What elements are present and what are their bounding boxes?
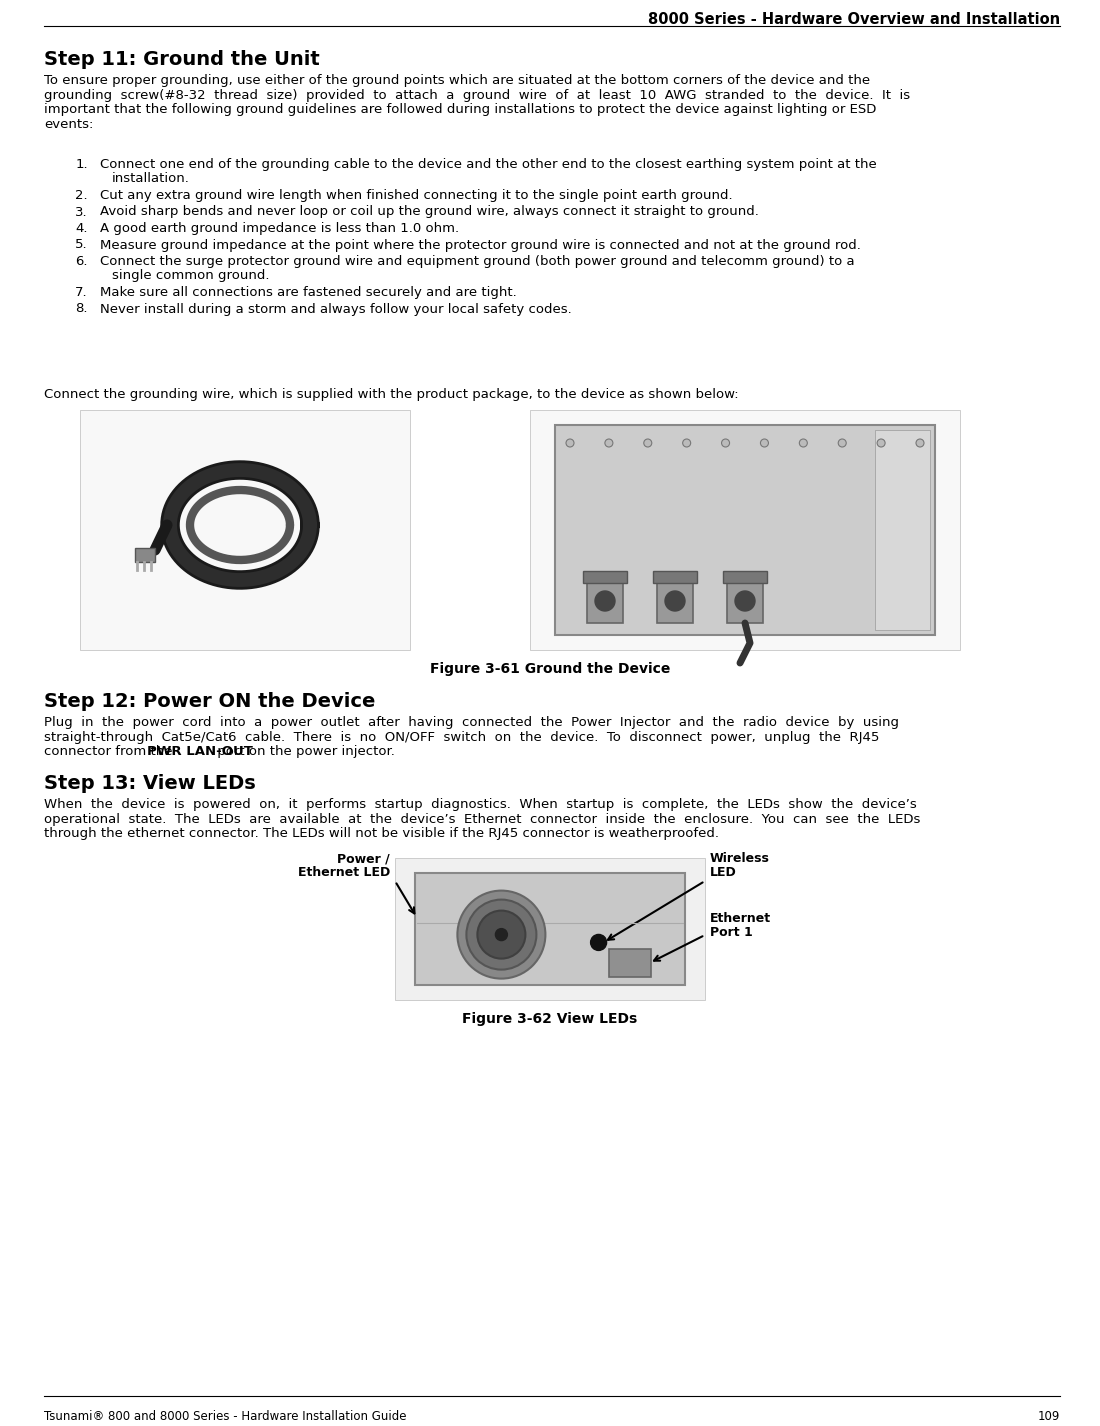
Text: important that the following ground guidelines are followed during installations: important that the following ground guid… [44,103,877,116]
Text: Wireless: Wireless [710,851,770,866]
Bar [587,573,623,623]
Circle shape [877,439,886,446]
Text: Plug  in  the  power  cord  into  a  power  outlet  after  having  connected  th: Plug in the power cord into a power outl… [44,716,899,729]
Text: A good earth ground impedance is less than 1.0 ohm.: A good earth ground impedance is less th… [100,222,459,235]
Circle shape [495,928,507,941]
Text: installation.: installation. [112,173,190,185]
Bar [395,858,705,1000]
Text: Connect one end of the grounding cable to the device and the other end to the cl: Connect one end of the grounding cable t… [100,158,877,171]
Bar [723,570,767,583]
Text: Tsunami® 800 and 8000 Series - Hardware Installation Guide: Tsunami® 800 and 8000 Series - Hardware … [44,1410,407,1423]
Text: grounding  screw(#8-32  thread  size)  provided  to  attach  a  ground  wire  of: grounding screw(#8-32 thread size) provi… [44,88,910,101]
Text: PWR LAN-OUT: PWR LAN-OUT [146,744,253,759]
Circle shape [722,439,729,446]
Circle shape [838,439,846,446]
Text: Figure 3-61 Ground the Device: Figure 3-61 Ground the Device [430,662,670,676]
Circle shape [466,900,537,970]
Text: Avoid sharp bends and never loop or coil up the ground wire, always connect it s: Avoid sharp bends and never loop or coil… [100,205,759,218]
Bar [583,570,627,583]
Text: 2.: 2. [76,190,88,202]
Circle shape [683,439,691,446]
Circle shape [566,439,574,446]
Bar [530,411,960,650]
Bar [874,431,929,630]
Text: Step 11: Ground the Unit: Step 11: Ground the Unit [44,50,320,68]
Text: When  the  device  is  powered  on,  it  performs  startup  diagnostics.  When  : When the device is powered on, it perfor… [44,799,916,811]
Text: Port 1: Port 1 [710,925,752,938]
Circle shape [605,439,613,446]
Bar [415,873,685,985]
Text: single common ground.: single common ground. [112,270,270,282]
Bar [657,573,693,623]
Circle shape [591,934,606,951]
Text: Connect the surge protector ground wire and equipment ground (both power ground : Connect the surge protector ground wire … [100,255,855,268]
Circle shape [916,439,924,446]
Circle shape [458,891,546,978]
Text: Never install during a storm and always follow your local safety codes.: Never install during a storm and always … [100,302,572,315]
Circle shape [477,911,526,958]
Text: To ensure proper grounding, use either of the ground points which are situated a: To ensure proper grounding, use either o… [44,74,870,87]
Text: Make sure all connections are fastened securely and are tight.: Make sure all connections are fastened s… [100,287,517,299]
Text: Ethernet: Ethernet [710,913,771,925]
Text: Ethernet LED: Ethernet LED [298,866,390,878]
Circle shape [595,590,615,610]
Bar [135,548,155,562]
Circle shape [644,439,652,446]
Text: Step 13: View LEDs: Step 13: View LEDs [44,774,255,793]
Text: connector from the: connector from the [44,744,177,759]
Bar [80,411,410,650]
Text: operational  state.  The  LEDs  are  available  at  the  device’s  Ethernet  con: operational state. The LEDs are availabl… [44,813,921,826]
Text: 1.: 1. [76,158,88,171]
Text: 7.: 7. [76,287,88,299]
Circle shape [800,439,807,446]
Text: 109: 109 [1037,1410,1060,1423]
Text: through the ethernet connector. The LEDs will not be visible if the RJ45 connect: through the ethernet connector. The LEDs… [44,827,719,840]
Bar [609,948,651,977]
Bar [556,425,935,635]
Circle shape [735,590,755,610]
Text: LED: LED [710,866,737,878]
Text: 6.: 6. [76,255,88,268]
Circle shape [760,439,769,446]
Text: 5.: 5. [76,238,88,251]
Text: Power /: Power / [338,851,390,866]
Text: 4.: 4. [76,222,88,235]
Text: port on the power injector.: port on the power injector. [212,744,395,759]
Text: 8.: 8. [76,302,88,315]
Bar [727,573,763,623]
Text: straight-through  Cat5e/Cat6  cable.  There  is  no  ON/OFF  switch  on  the  de: straight-through Cat5e/Cat6 cable. There… [44,730,879,743]
Bar [653,570,697,583]
Text: 3.: 3. [76,205,88,218]
Text: Step 12: Power ON the Device: Step 12: Power ON the Device [44,692,375,712]
Text: Measure ground impedance at the point where the protector ground wire is connect: Measure ground impedance at the point wh… [100,238,861,251]
Text: Cut any extra ground wire length when finished connecting it to the single point: Cut any extra ground wire length when fi… [100,190,733,202]
Text: events:: events: [44,117,94,131]
Text: Figure 3-62 View LEDs: Figure 3-62 View LEDs [462,1012,638,1025]
Text: Connect the grounding wire, which is supplied with the product package, to the d: Connect the grounding wire, which is sup… [44,388,738,401]
Text: 8000 Series - Hardware Overview and Installation: 8000 Series - Hardware Overview and Inst… [648,11,1060,27]
Circle shape [666,590,685,610]
